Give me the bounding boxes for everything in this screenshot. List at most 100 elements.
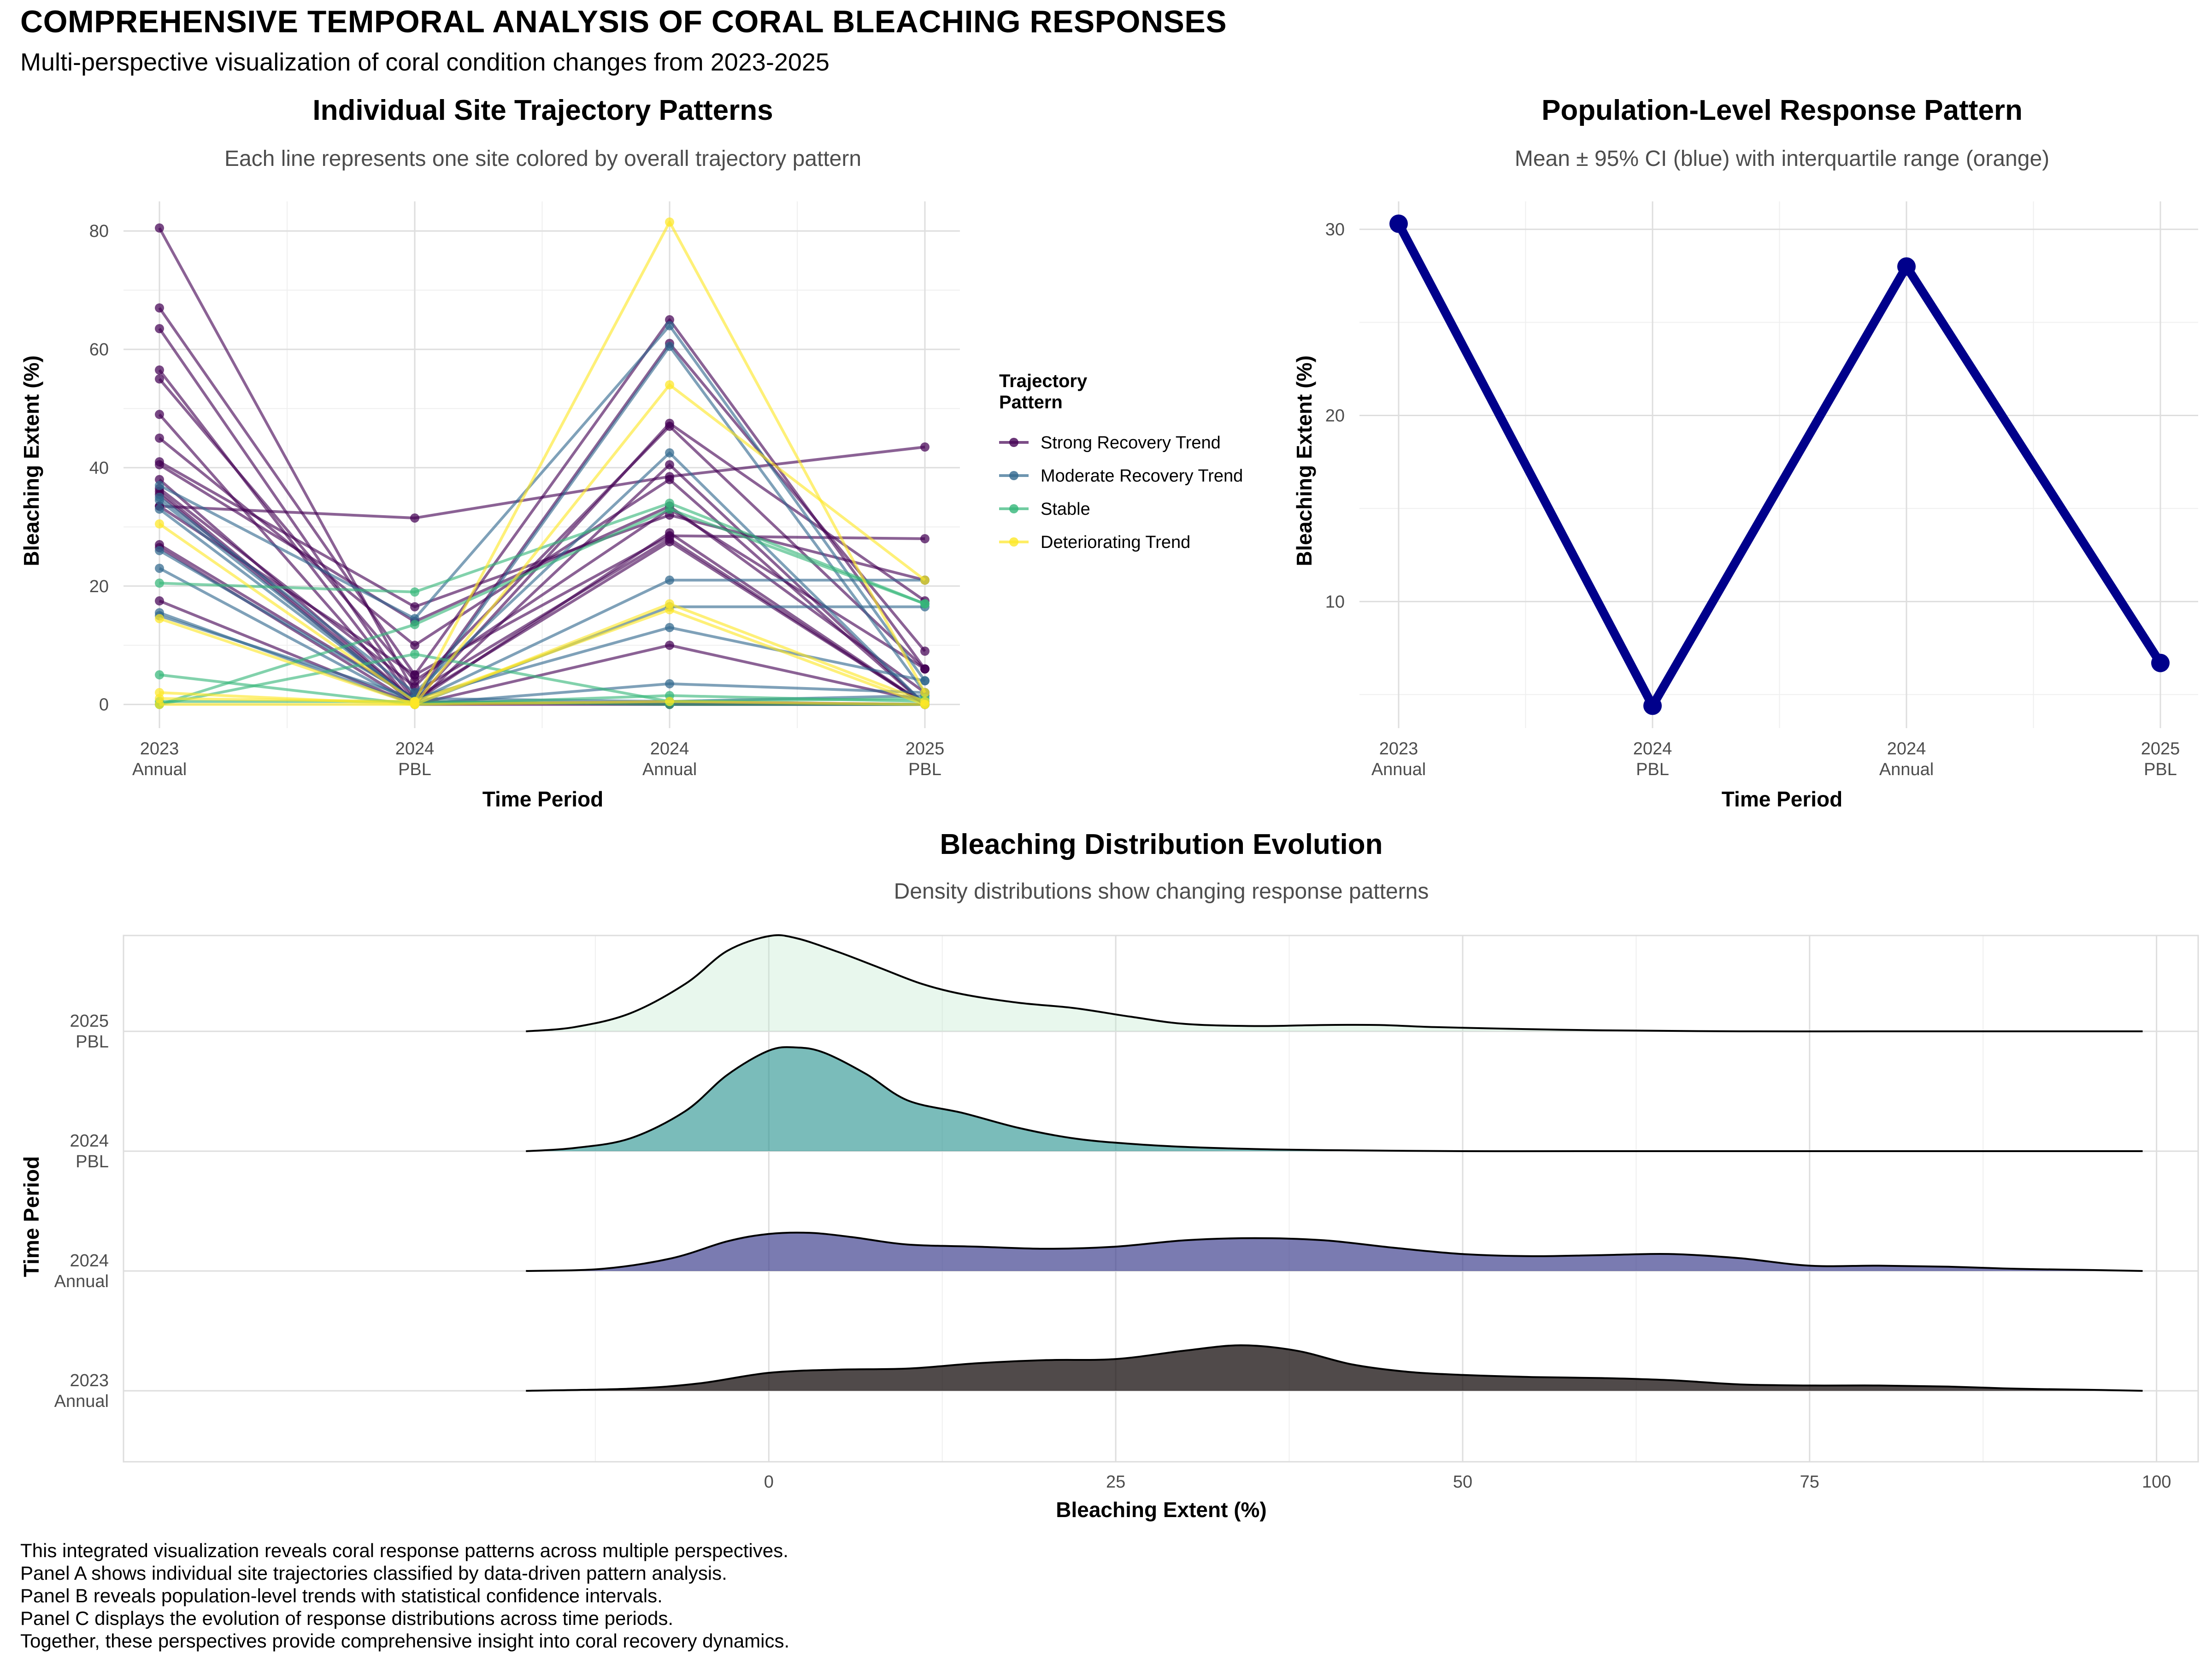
site-point — [665, 341, 674, 351]
panel-a-title: Individual Site Trajectory Patterns — [312, 94, 773, 126]
panel-c-x-axis-title: Bleaching Extent (%) — [1056, 1498, 1267, 1522]
x-tick-label: 2024 — [1887, 739, 1926, 759]
caption-line: Together, these perspectives provide com… — [20, 1630, 790, 1652]
site-point — [920, 664, 930, 674]
site-trajectory-line — [159, 508, 925, 703]
site-point — [665, 422, 674, 431]
site-point — [155, 596, 164, 606]
site-trajectory-line — [158, 378, 926, 682]
site-trajectory-line — [159, 383, 926, 706]
y-tick-label: PBL — [76, 1032, 109, 1052]
x-tick-label: 2024 — [650, 739, 689, 759]
site-trajectory-line — [159, 507, 926, 706]
panel-a-y-ticks: 0 20 40 60 80 — [89, 222, 109, 714]
density-ridge-fill — [526, 935, 2143, 1032]
legend-key-point — [1009, 438, 1018, 447]
x-tick-label: PBL — [1636, 760, 1669, 779]
legend-label: Stable — [1041, 500, 1090, 519]
site-trajectory-line — [159, 653, 925, 706]
site-trajectory-line — [158, 328, 926, 700]
site-trajectory-line — [159, 602, 926, 706]
panel-b: Population-Level Response Pattern Mean ±… — [1292, 94, 2198, 811]
panel-c-title: Bleaching Distribution Evolution — [940, 829, 1383, 860]
site-point — [155, 578, 164, 588]
site-point — [155, 546, 164, 555]
site-point — [410, 700, 419, 709]
caption-line: Panel A shows individual site trajectori… — [20, 1562, 727, 1584]
x-tick-label: 50 — [1453, 1472, 1472, 1492]
x-tick-label: 2023 — [140, 739, 179, 759]
site-point — [410, 649, 419, 659]
legend-label: Moderate Recovery Trend — [1041, 466, 1243, 486]
x-tick-label: 2024 — [1633, 739, 1672, 759]
y-tick-label: 2025 — [70, 1012, 109, 1031]
y-tick-label: 2023 — [70, 1371, 109, 1390]
legend-label: Deteriorating Trend — [1041, 533, 1190, 552]
x-tick-label: 0 — [764, 1472, 774, 1492]
panel-a-lines — [155, 217, 930, 709]
density-ridge-fill — [526, 1345, 2143, 1391]
site-trajectory-line — [159, 345, 926, 703]
panel-b-subtitle: Mean ± 95% CI (blue) with interquartile … — [1515, 147, 2049, 171]
density-ridge-fill — [526, 1232, 2143, 1271]
panel-c-x-ticks: 0 25 50 75 100 — [764, 1472, 2171, 1492]
y-tick-label: Annual — [54, 1392, 109, 1411]
site-point — [410, 513, 419, 523]
x-tick-label: 2023 — [1379, 739, 1418, 759]
site-trajectory-line — [159, 608, 926, 706]
x-tick-label: 75 — [1800, 1472, 1819, 1492]
y-tick-label: PBL — [76, 1152, 109, 1171]
panel-b-mean-line — [1389, 214, 2170, 715]
site-point — [665, 623, 674, 632]
site-point — [155, 410, 164, 419]
site-point — [410, 641, 419, 650]
main-title: COMPREHENSIVE TEMPORAL ANALYSIS OF CORAL… — [20, 4, 1227, 39]
density-ridge-outline — [526, 1046, 2143, 1153]
x-tick-label: PBL — [2144, 760, 2177, 779]
site-point — [155, 324, 164, 334]
legend-label: Strong Recovery Trend — [1041, 433, 1221, 453]
site-point — [155, 303, 164, 313]
site-point — [665, 575, 674, 585]
site-point — [155, 481, 164, 490]
site-trajectory-line — [159, 505, 925, 677]
site-point — [665, 531, 674, 541]
site-point — [155, 365, 164, 375]
mean-point — [1897, 257, 1916, 276]
site-trajectory-line — [159, 446, 925, 520]
caption-line: This integrated visualization reveals co… — [20, 1540, 788, 1561]
site-trajectory-line — [159, 611, 925, 706]
site-trajectory-line — [159, 700, 925, 706]
y-tick-label: 10 — [1325, 592, 1345, 612]
site-point — [665, 605, 674, 615]
site-point — [920, 599, 930, 609]
site-point — [665, 641, 674, 650]
site-point — [920, 647, 930, 656]
legend-title: Pattern — [999, 392, 1063, 412]
site-point — [155, 504, 164, 514]
mean-point — [2151, 653, 2170, 672]
site-point — [665, 697, 674, 706]
site-trajectory-line — [159, 451, 926, 706]
panel-c: Bleaching Distribution Evolution Density… — [19, 829, 2199, 1522]
site-point — [155, 670, 164, 680]
panel-c-ridges — [526, 934, 2143, 1392]
y-tick-label: 30 — [1325, 220, 1345, 240]
y-tick-label: 20 — [1325, 406, 1345, 425]
panel-c-y-axis-title: Time Period — [19, 1156, 43, 1277]
site-trajectory-line — [159, 673, 925, 706]
x-tick-label: PBL — [908, 760, 941, 779]
site-point — [920, 688, 930, 697]
x-tick-label: PBL — [398, 760, 431, 779]
site-point — [155, 519, 164, 529]
site-trajectory-line — [159, 549, 925, 700]
site-point — [155, 374, 164, 384]
main-subtitle: Multi-perspective visualization of coral… — [20, 48, 830, 76]
figure-caption: This integrated visualization reveals co… — [20, 1539, 789, 1652]
site-point — [665, 679, 674, 688]
panel-b-y-ticks: 10 20 30 — [1325, 220, 1345, 612]
site-point — [920, 442, 930, 452]
mean-point — [1643, 696, 1662, 715]
legend-key-point — [1009, 471, 1018, 480]
